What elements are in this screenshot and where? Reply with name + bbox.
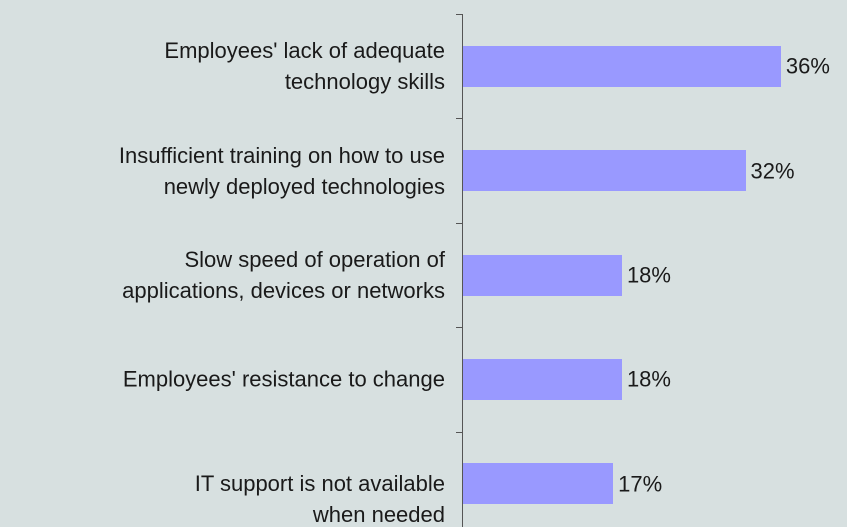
value-label: 32%: [750, 158, 795, 184]
axis-tick: [456, 118, 462, 120]
axis-tick: [456, 431, 462, 433]
category-label: Slow speed of operation of applications,…: [122, 247, 445, 303]
bar: [463, 150, 746, 192]
category-label: Employees' lack of adequate technology s…: [164, 38, 445, 95]
category-label: IT support is not available when needed: [194, 470, 445, 527]
category-label: Employees' resistance to change: [122, 366, 445, 392]
category-label: Insufficient training on how to use newl…: [118, 142, 445, 199]
bar: [463, 463, 614, 505]
axis-tick: [456, 327, 462, 329]
value-label: 18%: [626, 262, 671, 288]
value-label: 17%: [618, 471, 663, 497]
axis-tick: [456, 222, 462, 224]
axis-line: [462, 14, 463, 527]
bar: [463, 254, 622, 296]
value-label: 36%: [785, 53, 830, 79]
axis-tick: [456, 14, 462, 15]
value-label: 18%: [626, 366, 671, 392]
bar: [463, 358, 622, 400]
bar: [463, 45, 781, 87]
